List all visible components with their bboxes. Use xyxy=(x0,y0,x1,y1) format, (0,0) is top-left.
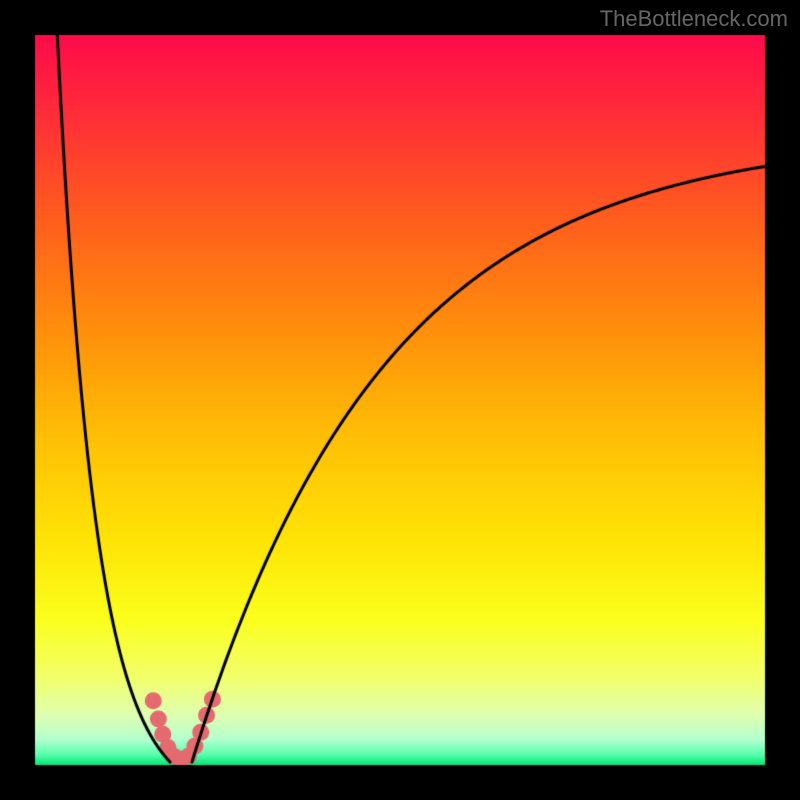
chart-stage: TheBottleneck.com xyxy=(0,0,800,800)
bottleneck-curve-plot xyxy=(0,0,800,800)
watermark-text: TheBottleneck.com xyxy=(600,6,788,32)
